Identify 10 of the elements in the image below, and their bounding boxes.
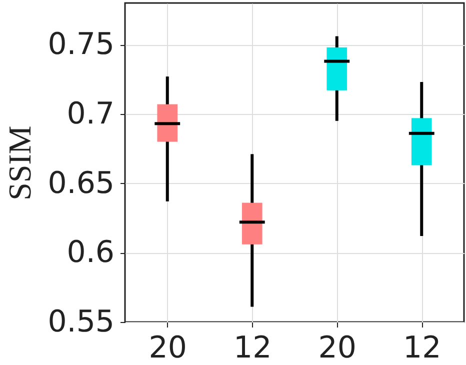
y-tick-label: 0.6 [66,235,114,270]
y-tick-label: 0.55 [48,304,114,340]
x-tick-label: 12 [403,330,442,365]
y-tick-label: 0.7 [66,96,114,132]
x-tick-label: 20 [148,330,187,365]
y-axis-title: SSIM [2,126,38,200]
y-tick-label: 0.65 [48,166,114,201]
x-tick-label: 12 [234,330,272,365]
y-tick-label: 0.75 [48,27,114,62]
x-tick-label: 20 [318,330,356,365]
